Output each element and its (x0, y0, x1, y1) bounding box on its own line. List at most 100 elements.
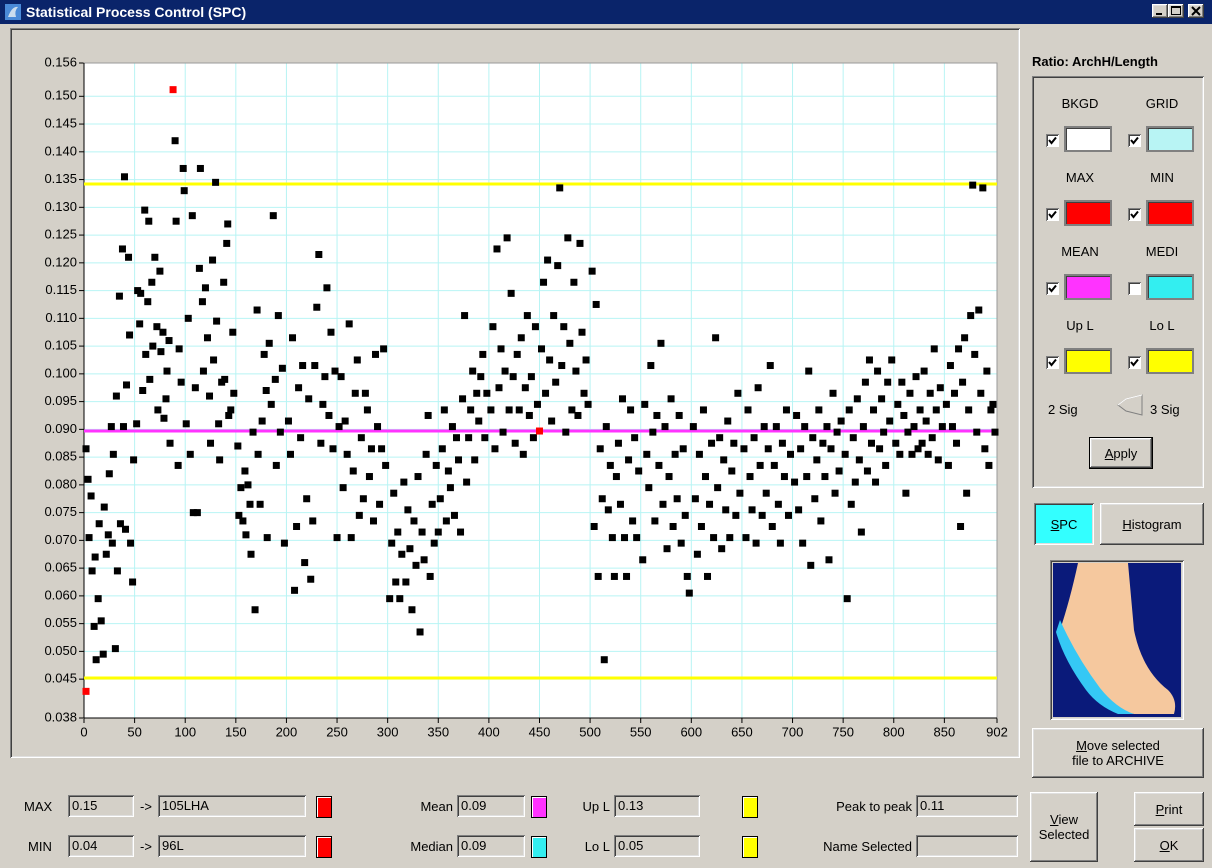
data-point (579, 329, 586, 336)
data-point (653, 412, 660, 419)
data-point (512, 440, 519, 447)
data-point (900, 412, 907, 419)
ok-button[interactable]: OK (1134, 828, 1204, 862)
data-point (303, 495, 310, 502)
checkbox[interactable] (1046, 356, 1059, 369)
data-point (864, 467, 871, 474)
checkbox[interactable] (1046, 208, 1059, 221)
data-point (252, 606, 259, 613)
data-point (825, 556, 832, 563)
data-point (376, 501, 383, 508)
y-tick-label: 0.130 (44, 199, 77, 214)
color-swatch[interactable] (1146, 274, 1194, 300)
minimize-button[interactable] (1152, 4, 1168, 18)
data-point (919, 440, 926, 447)
data-point (668, 395, 675, 402)
checkbox[interactable] (1128, 356, 1141, 369)
data-point (985, 462, 992, 469)
data-point (394, 529, 401, 536)
color-swatch[interactable] (1146, 126, 1194, 152)
histogram-button[interactable]: Histogram (1100, 503, 1204, 545)
data-point (627, 406, 634, 413)
maximize-button[interactable] (1168, 4, 1184, 18)
data-point (95, 595, 102, 602)
checkbox[interactable] (1046, 134, 1059, 147)
max-label: MAX (24, 799, 52, 814)
sigma-toggle[interactable] (1114, 392, 1146, 418)
x-tick-label: 750 (832, 724, 854, 739)
data-point (576, 240, 583, 247)
data-point (700, 406, 707, 413)
color-swatch[interactable] (1064, 200, 1112, 226)
view-selected-button[interactable]: View Selected (1030, 792, 1098, 862)
data-point (413, 562, 420, 569)
data-point (340, 484, 347, 491)
y-tick-label: 0.135 (44, 171, 77, 186)
checkbox[interactable] (1128, 134, 1141, 147)
checkbox[interactable] (1128, 208, 1141, 221)
data-point (965, 406, 972, 413)
data-point (400, 479, 407, 486)
data-point (285, 418, 292, 425)
data-point (951, 390, 958, 397)
data-point (534, 401, 541, 408)
color-swatch[interactable] (1064, 274, 1112, 300)
max-file: 105LHA (158, 795, 306, 817)
data-point (704, 573, 711, 580)
data-point (811, 495, 818, 502)
data-point (192, 384, 199, 391)
data-point (164, 368, 171, 375)
data-point (876, 445, 883, 452)
data-point (305, 395, 312, 402)
data-point (797, 445, 804, 452)
data-point (574, 412, 581, 419)
data-point (882, 462, 889, 469)
checkbox[interactable] (1046, 282, 1059, 295)
setting-label: MEDI (1128, 244, 1196, 259)
data-point (317, 440, 324, 447)
data-point (611, 573, 618, 580)
data-point (263, 387, 270, 394)
data-point (530, 434, 537, 441)
color-swatch[interactable] (1146, 200, 1194, 226)
color-swatch[interactable] (1146, 348, 1194, 374)
data-point (842, 451, 849, 458)
data-point (439, 445, 446, 452)
data-point (123, 381, 130, 388)
data-point (356, 512, 363, 519)
data-point (546, 356, 553, 363)
checkbox[interactable] (1128, 282, 1141, 295)
data-point (548, 418, 555, 425)
print-button[interactable]: Print (1134, 792, 1204, 826)
close-button[interactable] (1188, 4, 1204, 18)
color-swatch[interactable] (1064, 348, 1112, 374)
median-value: 0.09 (457, 835, 525, 857)
data-point (747, 473, 754, 480)
data-point (581, 390, 588, 397)
data-point (913, 373, 920, 380)
data-point (187, 451, 194, 458)
data-point (342, 418, 349, 425)
data-point (564, 234, 571, 241)
name-selected-field[interactable] (916, 835, 1018, 857)
upper-value: 0.13 (614, 795, 700, 817)
data-point (144, 298, 151, 305)
spc-button[interactable]: SPC (1034, 503, 1094, 545)
y-tick-label: 0.065 (44, 560, 77, 575)
data-point (455, 456, 462, 463)
data-point (93, 656, 100, 663)
data-point (281, 540, 288, 547)
color-swatch[interactable] (1064, 126, 1112, 152)
data-point (160, 415, 167, 422)
data-point (244, 481, 251, 488)
y-tick-label: 0.110 (45, 310, 77, 325)
data-point (170, 86, 177, 93)
y-tick-label: 0.156 (44, 54, 77, 69)
archive-button[interactable]: Move selected file to ARCHIVE (1032, 728, 1204, 778)
data-point (684, 573, 691, 580)
data-point (884, 379, 891, 386)
data-point (540, 279, 547, 286)
apply-button[interactable]: Apply (1090, 438, 1152, 468)
data-point (597, 445, 604, 452)
data-point (443, 517, 450, 524)
